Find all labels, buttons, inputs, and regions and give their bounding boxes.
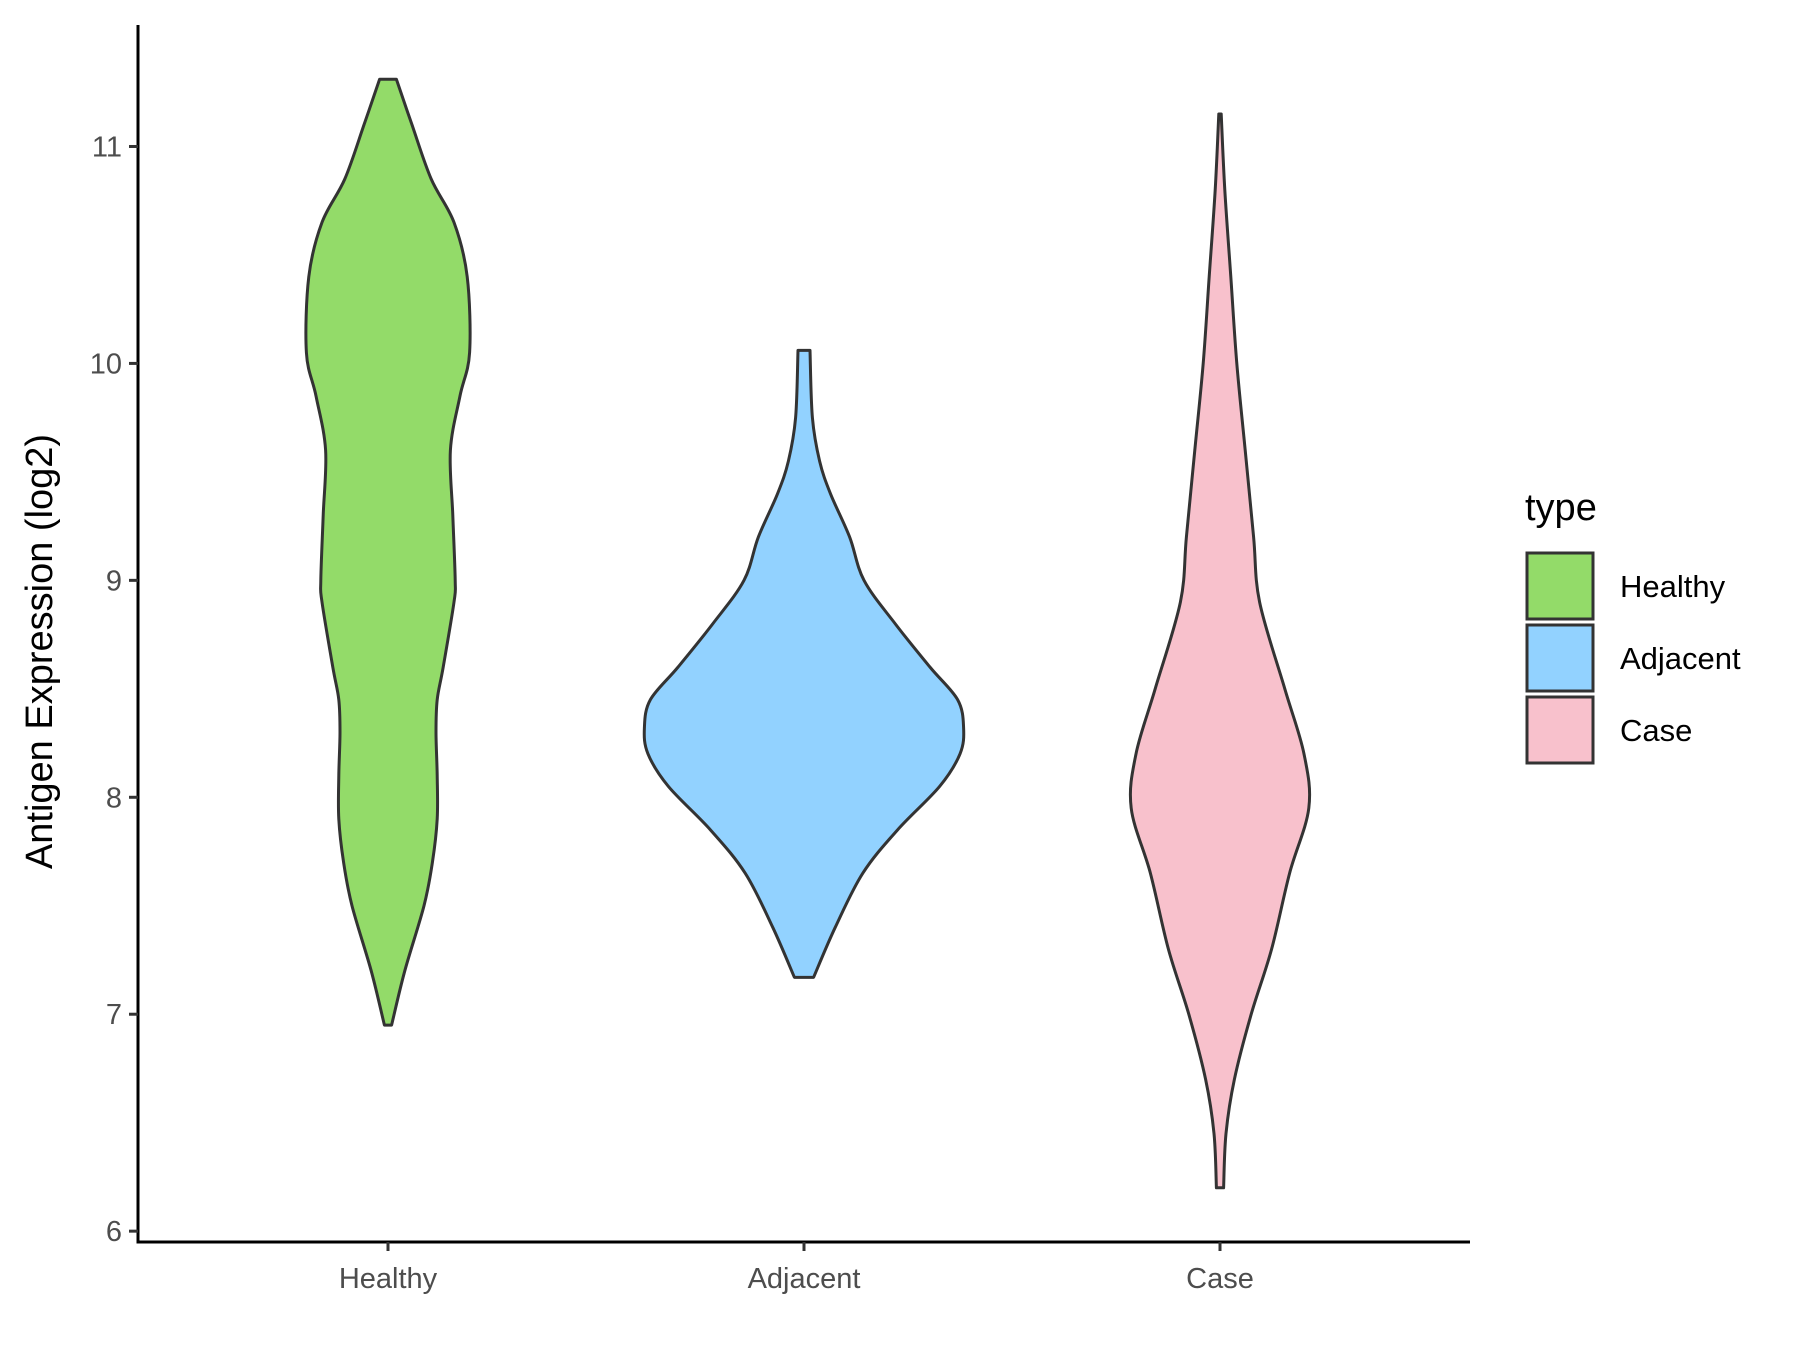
y-tick-label: 11 <box>92 131 122 163</box>
y-tick-label: 9 <box>106 565 122 597</box>
y-axis-ticks: 6 7 8 9 10 11 <box>90 131 138 1248</box>
legend-label-adjacent: Adjacent <box>1620 641 1741 676</box>
legend-swatch-adjacent <box>1525 623 1595 693</box>
x-tick-label: Adjacent <box>748 1263 861 1295</box>
x-tick-label: Case <box>1186 1263 1254 1295</box>
legend: type Healthy Adjacent Case <box>1525 487 1741 765</box>
violin-healthy <box>304 77 472 1027</box>
violin-layer <box>304 77 1312 1190</box>
y-tick-label: 8 <box>106 782 122 814</box>
y-tick-label: 6 <box>106 1216 122 1248</box>
y-tick-label: 7 <box>106 999 122 1031</box>
legend-label-healthy: Healthy <box>1620 569 1726 604</box>
legend-swatch-case <box>1525 695 1595 765</box>
legend-items: Healthy Adjacent Case <box>1525 551 1741 765</box>
legend-title: type <box>1525 487 1597 529</box>
x-tick-label: Healthy <box>339 1263 438 1295</box>
legend-swatch-healthy <box>1525 551 1595 621</box>
axes-layer: 6 7 8 9 10 11 Healthy Adjacent Case Antigen Exp… <box>19 25 1470 1295</box>
legend-label-case: Case <box>1620 713 1692 748</box>
y-tick-label: 10 <box>90 348 122 380</box>
y-axis-title: Antigen Expression (log2) <box>19 434 61 869</box>
violin-case <box>1128 112 1312 1190</box>
x-axis-ticks: Healthy Adjacent Case <box>339 1242 1254 1295</box>
violin-adjacent <box>642 348 966 979</box>
